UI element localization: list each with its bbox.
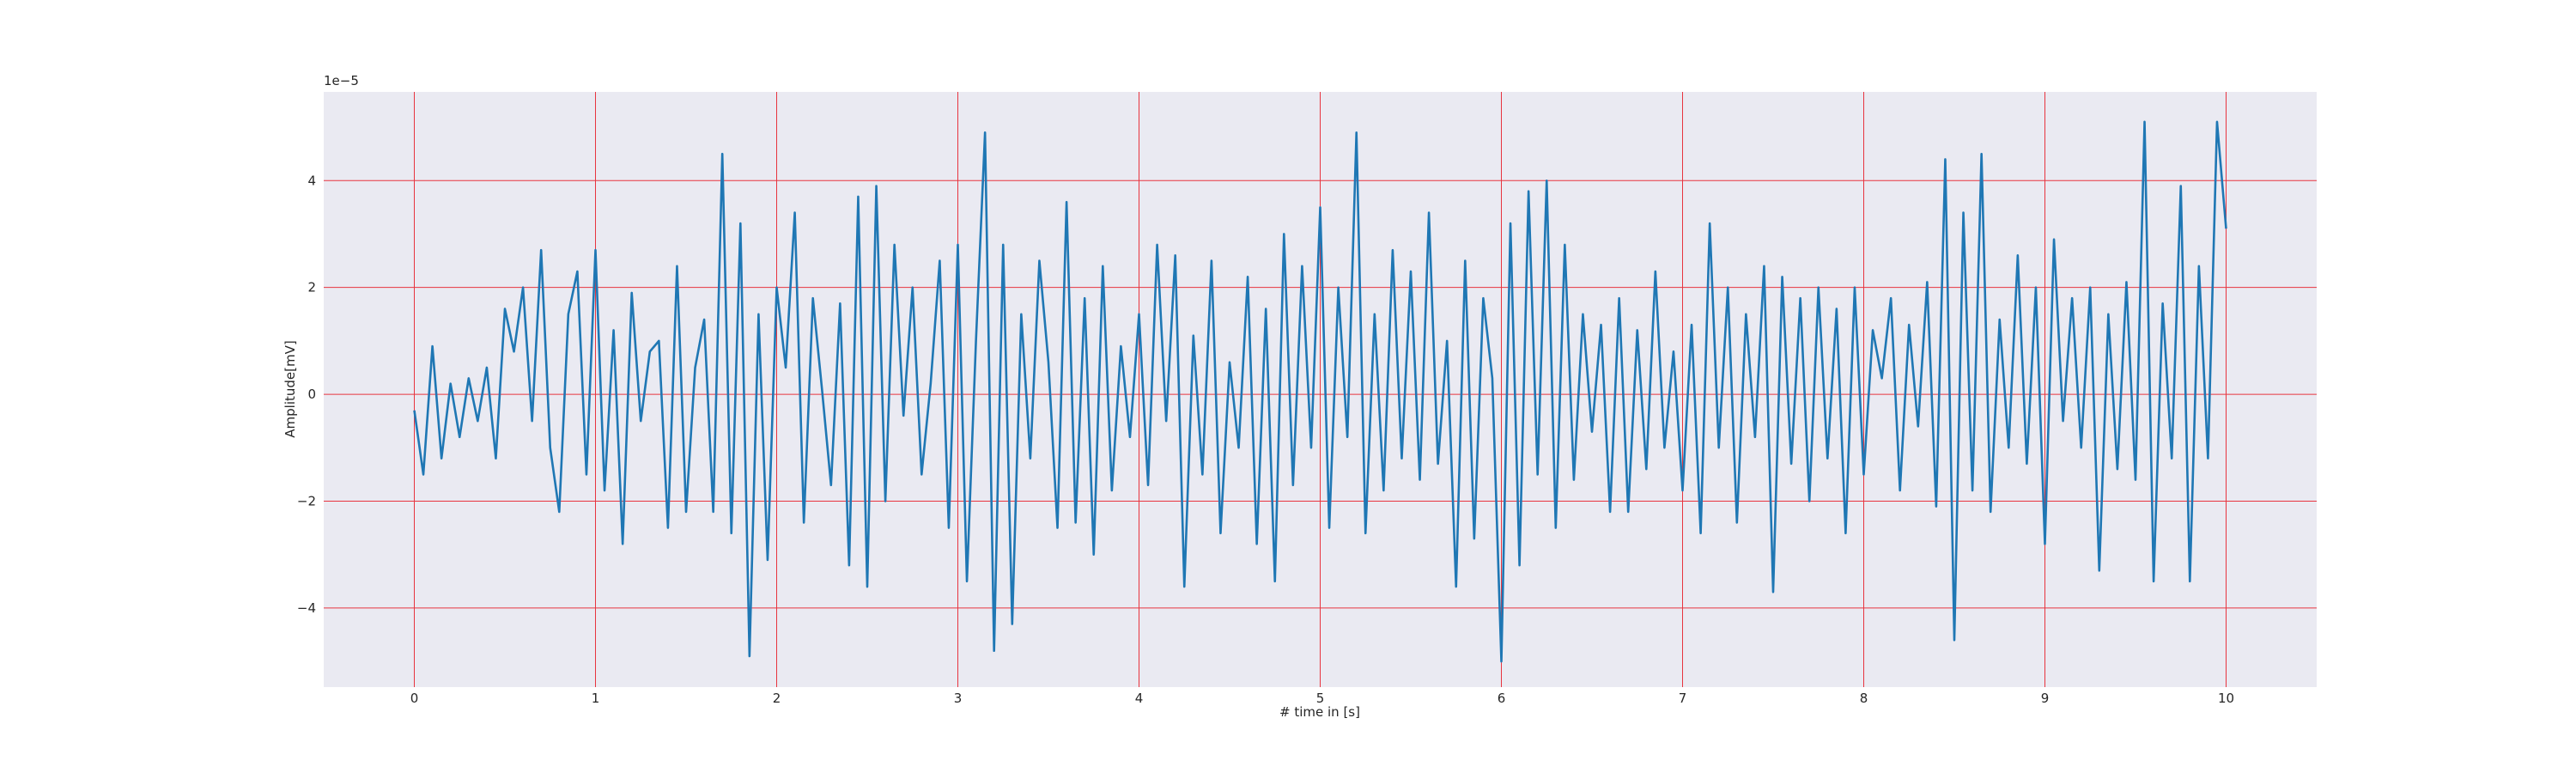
signal-line: [413, 120, 2227, 663]
x-axis-label: # time in [s]: [1279, 704, 1360, 720]
y-tick-label: −2: [297, 494, 316, 509]
x-tick-label: 0: [410, 691, 419, 706]
y-tick-label: 0: [307, 386, 316, 402]
x-tick-label: 10: [2218, 691, 2234, 706]
x-tick-label: 4: [1135, 691, 1144, 706]
grid: [324, 92, 2317, 687]
y-tick-label: −4: [297, 600, 316, 616]
x-tick-label: 6: [1498, 691, 1506, 706]
y-axis-label: Amplitude[mV]: [283, 340, 298, 437]
x-tick-label: 9: [2041, 691, 2050, 706]
x-tick-label: 8: [1860, 691, 1868, 706]
lines: [413, 120, 2227, 663]
x-tick-label: 5: [1316, 691, 1325, 706]
x-tick-label: 3: [954, 691, 963, 706]
x-tick-label: 2: [773, 691, 781, 706]
x-tick-label: 7: [1679, 691, 1687, 706]
y-tick-label: 4: [307, 173, 316, 188]
y-tick-label: 2: [307, 280, 316, 295]
x-tick-label: 1: [592, 691, 600, 706]
offset-text: 1e−5: [324, 73, 359, 88]
